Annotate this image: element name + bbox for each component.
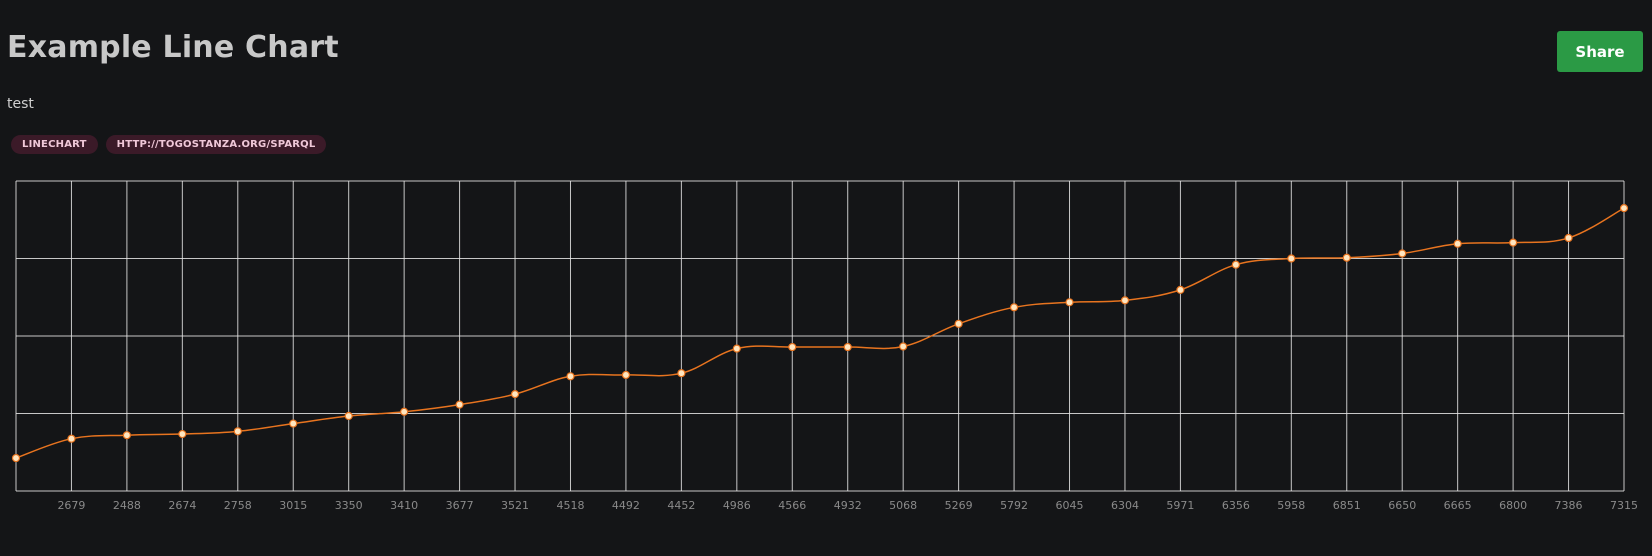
page-title: Example Line Chart: [7, 30, 339, 65]
data-point: [1398, 249, 1407, 258]
x-tick-label: 2758: [224, 499, 252, 512]
x-tick-label: 6851: [1333, 499, 1361, 512]
data-point: [1619, 204, 1629, 213]
x-tick-label: 5792: [1000, 499, 1028, 512]
data-point: [1065, 298, 1074, 307]
data-point: [1176, 285, 1185, 294]
x-axis-tick-labels: 2679 2488 2674 2758 3015 3350 3410 3677 3521 4518…: [57, 499, 1638, 512]
data-point: [732, 344, 741, 353]
data-point: [122, 431, 131, 440]
data-point: [899, 342, 908, 351]
x-tick-label: 5068: [889, 499, 917, 512]
chart-description: test: [7, 96, 34, 112]
x-tick-label: 3521: [501, 499, 529, 512]
data-point: [677, 369, 686, 378]
data-point: [954, 319, 963, 328]
share-button[interactable]: Share: [1557, 31, 1643, 72]
data-point: [566, 372, 575, 381]
x-tick-label: 4518: [556, 499, 584, 512]
x-tick-label: 2488: [113, 499, 141, 512]
x-tick-label: 6800: [1499, 499, 1527, 512]
x-tick-label: 7315: [1610, 499, 1638, 512]
tag-list: LINECHART HTTP://TOGOSTANZA.ORG/SPARQL: [11, 135, 327, 154]
data-point: [1509, 238, 1518, 247]
data-point: [1287, 254, 1296, 263]
x-tick-label: 5971: [1166, 499, 1194, 512]
data-point: [178, 429, 187, 439]
x-tick-label: 4566: [778, 499, 806, 512]
data-point: [1231, 260, 1240, 269]
x-tick-label: 3015: [279, 499, 307, 512]
tag-sparql-endpoint[interactable]: HTTP://TOGOSTANZA.ORG/SPARQL: [105, 135, 327, 154]
x-tick-label: 4492: [612, 499, 640, 512]
data-point: [1120, 296, 1130, 305]
x-tick-label: 6665: [1444, 499, 1472, 512]
data-point: [400, 407, 409, 416]
data-point: [510, 390, 520, 399]
data-point: [11, 453, 21, 463]
x-tick-label: 6356: [1222, 499, 1250, 512]
x-tick-label: 6304: [1111, 499, 1139, 512]
data-point: [67, 434, 76, 443]
data-point: [289, 419, 298, 428]
x-tick-label: 5269: [945, 499, 973, 512]
data-point: [1342, 253, 1351, 262]
x-tick-label: 7386: [1555, 499, 1583, 512]
x-tick-label: 6045: [1056, 499, 1084, 512]
data-point: [233, 427, 242, 436]
data-point: [344, 411, 353, 421]
x-tick-label: 2679: [57, 499, 85, 512]
x-tick-label: 6650: [1388, 499, 1416, 512]
x-tick-label: 3350: [335, 499, 363, 512]
x-tick-label: 3410: [390, 499, 418, 512]
x-tick-label: 4932: [834, 499, 862, 512]
data-point: [1453, 239, 1462, 248]
data-point: [1009, 303, 1019, 312]
data-point: [788, 342, 797, 352]
series-line: [15, 207, 1625, 459]
chart-grid: [15, 180, 1625, 492]
x-tick-label: 5958: [1277, 499, 1305, 512]
data-point: [621, 370, 631, 380]
x-tick-label: 3677: [446, 499, 474, 512]
data-point: [1564, 233, 1573, 243]
x-tick-label: 2674: [168, 499, 196, 512]
x-tick-label: 4986: [723, 499, 751, 512]
chart-series: [15, 207, 1625, 459]
data-point: [455, 400, 464, 409]
tag-linechart[interactable]: LINECHART: [11, 135, 98, 154]
data-point: [843, 342, 852, 352]
chart-points: [11, 204, 1629, 463]
x-tick-label: 4452: [667, 499, 695, 512]
